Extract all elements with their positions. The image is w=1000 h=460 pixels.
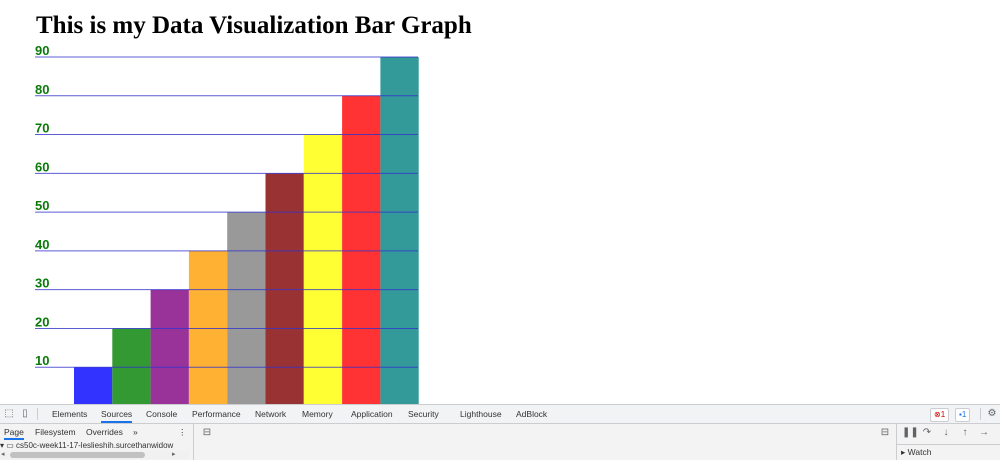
y-tick-label: 20 — [35, 314, 49, 329]
y-tick-label: 80 — [35, 82, 49, 97]
y-tick-label: 40 — [35, 237, 49, 252]
tab-elements[interactable]: Elements — [52, 409, 88, 419]
bar-3 — [150, 289, 189, 404]
tab-console[interactable]: Console — [146, 409, 178, 419]
step-icon[interactable]: → — [979, 427, 989, 438]
y-tick-label: 70 — [35, 121, 49, 136]
message-count-badge[interactable]: ▪1 — [955, 408, 971, 422]
devtools-toolbar: ⬚ ▯ Elements Sources Console Performance Net… — [0, 405, 1000, 424]
scroll-right-icon[interactable]: ▸ — [172, 451, 176, 458]
bar-9 — [380, 57, 419, 404]
y-tick-label: 50 — [35, 198, 49, 213]
tab-lighthouse[interactable]: Lighthouse — [460, 409, 502, 419]
tab-network[interactable]: Network — [255, 409, 287, 419]
tab-security[interactable]: Security — [408, 409, 439, 419]
bar-5 — [227, 212, 266, 404]
toolbar-divider — [37, 408, 38, 420]
error-icon: ⊗ — [934, 410, 941, 419]
device-toolbar-icon[interactable]: ▯ — [22, 408, 28, 419]
horizontal-scrollbar[interactable]: ◂ ▸ — [0, 451, 190, 459]
scroll-left-icon[interactable]: ◂ — [1, 451, 5, 458]
toolbar-divider — [980, 408, 981, 420]
tab-performance[interactable]: Performance — [192, 409, 241, 419]
scrollbar-thumb[interactable] — [10, 452, 145, 458]
debugger-pane: ❚❚ ↷ ↓ ↑ → ▸ Watch — [896, 424, 1000, 460]
tab-sources[interactable]: Sources — [101, 405, 133, 423]
pause-icon[interactable]: ❚❚ — [902, 427, 919, 438]
bar-chart-svg: 10 20 30 40 50 60 70 80 90 — [35, 43, 419, 404]
watch-label: Watch — [907, 447, 932, 457]
error-count: 1 — [940, 410, 946, 419]
page-title: This is my Data Visualization Bar Graph — [36, 12, 472, 39]
file-path: cs50c-week11-17-leslieshih.surcethanwido… — [16, 441, 174, 450]
y-tick-label: 10 — [35, 353, 49, 368]
inspect-element-icon[interactable]: ⬚ — [4, 408, 14, 419]
bar-2 — [112, 328, 151, 404]
navigator-tab-page[interactable]: Page — [4, 424, 24, 440]
tab-memory[interactable]: Memory — [302, 409, 333, 419]
toggle-navigator-icon[interactable]: ⊟ — [202, 427, 212, 438]
y-tick-label: 30 — [35, 276, 49, 291]
y-tick-label: 90 — [35, 43, 49, 58]
more-tabs-icon[interactable]: » — [133, 427, 138, 437]
step-over-icon[interactable]: ↷ — [922, 427, 932, 438]
tab-application[interactable]: Application — [351, 409, 393, 419]
y-tick-label: 60 — [35, 159, 49, 174]
bar-chart: 10 20 30 40 50 60 70 80 90 — [35, 43, 419, 404]
step-into-icon[interactable]: ↓ — [943, 427, 949, 438]
toggle-debugger-icon[interactable]: ⊟ — [880, 427, 890, 438]
bar-4 — [188, 250, 228, 404]
tab-adblock[interactable]: AdBlock — [516, 409, 548, 419]
message-icon: ▪ — [959, 410, 962, 419]
devtools-panel: ⬚ ▯ Elements Sources Console Performance Net… — [0, 404, 1000, 460]
navigator-tab-filesystem[interactable]: Filesystem — [35, 427, 76, 437]
bar-7 — [303, 134, 343, 404]
folder-icon: ▾ ▭ — [0, 441, 14, 450]
bar-6 — [265, 173, 304, 404]
navigator-pane: Page Filesystem Overrides » ⋮ ▾ ▭ cs50c-… — [0, 424, 194, 460]
chevron-right-icon: ▸ — [901, 447, 906, 457]
step-out-icon[interactable]: ↑ — [962, 427, 968, 438]
file-tree-row[interactable]: ▾ ▭ cs50c-week11-17-leslieshih.surcethan… — [0, 441, 190, 451]
navigator-tab-overrides[interactable]: Overrides — [86, 427, 123, 437]
error-count-badge[interactable]: ⊗1 — [930, 408, 950, 422]
message-count: 1 — [961, 410, 967, 419]
kebab-menu-icon[interactable]: ⋮ — [178, 427, 187, 437]
gear-icon[interactable]: ⚙ — [987, 408, 997, 419]
bar-1 — [74, 367, 113, 404]
watch-section[interactable]: ▸ Watch — [897, 444, 1000, 460]
bar-8 — [342, 95, 381, 404]
